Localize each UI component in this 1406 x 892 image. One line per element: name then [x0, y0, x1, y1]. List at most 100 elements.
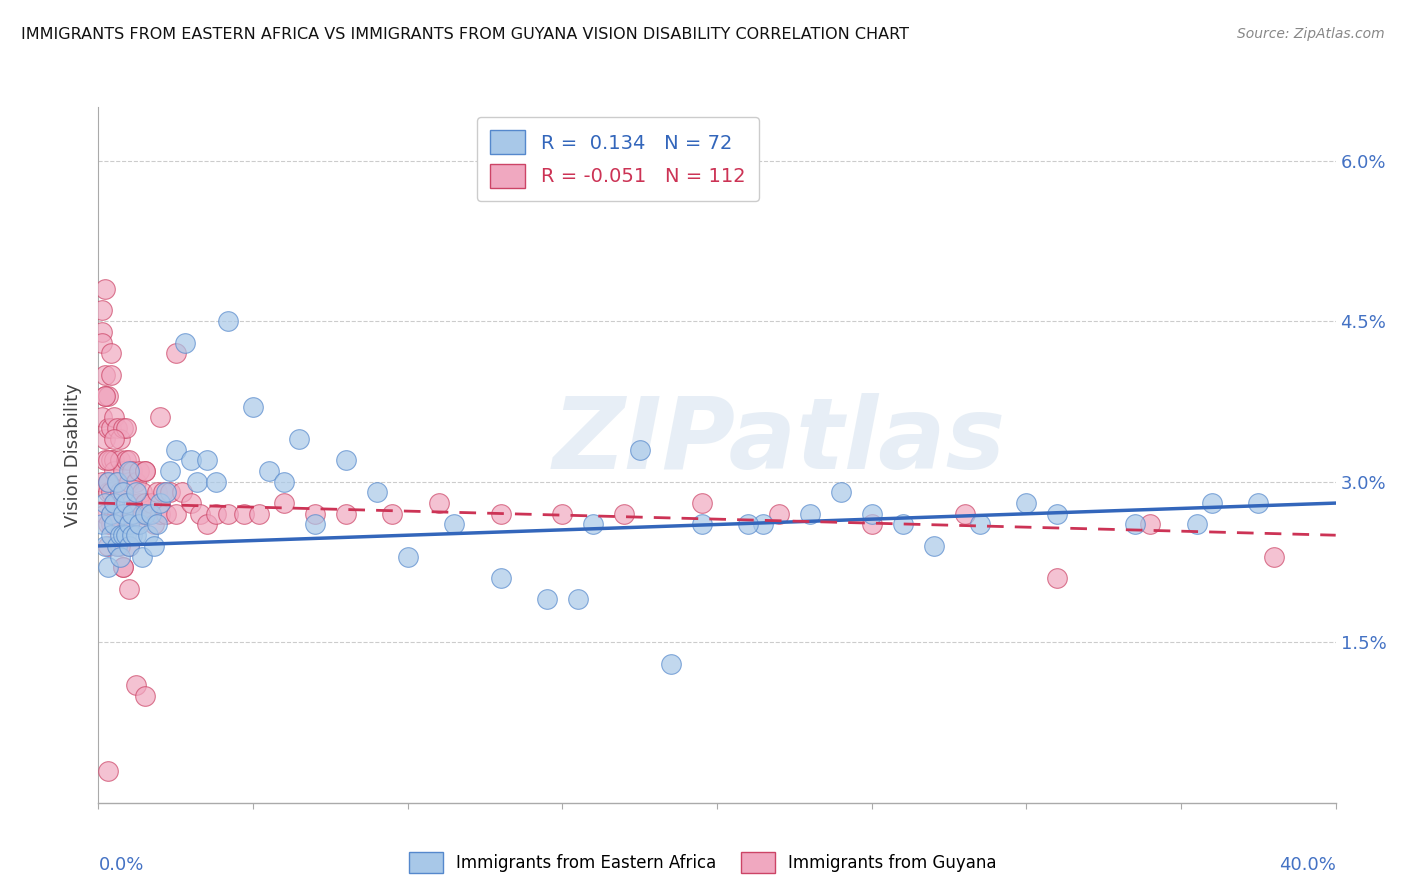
Point [860, 507, 883, 521]
Point [105, 475, 128, 489]
Point [134, 507, 156, 521]
Point [180, 496, 202, 510]
Point [427, 496, 450, 510]
Point [536, 592, 558, 607]
Point [134, 464, 156, 478]
Point [97, 485, 120, 500]
Point [90, 335, 112, 350]
Point [257, 464, 280, 478]
Point [93, 507, 115, 521]
Point [105, 539, 128, 553]
Point [953, 507, 976, 521]
Point [97, 517, 120, 532]
Point [121, 496, 143, 510]
Point [103, 464, 125, 478]
Point [118, 464, 141, 478]
Point [139, 496, 162, 510]
Point [124, 475, 146, 489]
Point [195, 517, 218, 532]
Point [159, 464, 181, 478]
Point [108, 453, 131, 467]
Point [273, 475, 295, 489]
Text: 0.0%: 0.0% [98, 856, 143, 874]
Point [100, 368, 122, 382]
Point [288, 432, 311, 446]
Point [121, 507, 143, 521]
Point [195, 453, 218, 467]
Point [567, 592, 589, 607]
Point [118, 475, 141, 489]
Point [768, 507, 790, 521]
Point [180, 453, 202, 467]
Point [155, 485, 177, 500]
Point [100, 346, 122, 360]
Point [1263, 549, 1285, 564]
Point [118, 453, 141, 467]
Point [108, 549, 131, 564]
Point [103, 410, 125, 425]
Point [1139, 517, 1161, 532]
Point [105, 496, 128, 510]
Point [1046, 571, 1069, 585]
Point [366, 485, 388, 500]
Point [97, 475, 120, 489]
Legend: R =  0.134   N = 72, R = -0.051   N = 112: R = 0.134 N = 72, R = -0.051 N = 112 [477, 117, 759, 202]
Point [149, 507, 172, 521]
Point [628, 442, 651, 457]
Point [115, 496, 138, 510]
Point [381, 507, 404, 521]
Point [128, 496, 150, 510]
Point [891, 517, 914, 532]
Point [582, 517, 605, 532]
Point [186, 475, 208, 489]
Point [93, 496, 115, 510]
Point [108, 539, 131, 553]
Point [489, 571, 512, 585]
Point [690, 496, 713, 510]
Point [830, 485, 852, 500]
Point [112, 485, 135, 500]
Point [103, 432, 125, 446]
Point [752, 517, 775, 532]
Point [1015, 496, 1038, 510]
Point [93, 432, 115, 446]
Point [170, 485, 193, 500]
Point [112, 560, 135, 574]
Point [217, 507, 239, 521]
Point [124, 517, 146, 532]
Point [93, 368, 115, 382]
Point [232, 507, 254, 521]
Point [112, 464, 135, 478]
Point [1123, 517, 1146, 532]
Point [1201, 496, 1223, 510]
Point [489, 507, 512, 521]
Point [121, 507, 143, 521]
Point [304, 517, 326, 532]
Point [100, 507, 122, 521]
Point [93, 389, 115, 403]
Point [128, 464, 150, 478]
Point [100, 485, 122, 500]
Point [136, 507, 159, 521]
Point [146, 485, 169, 500]
Point [108, 528, 131, 542]
Legend: Immigrants from Eastern Africa, Immigrants from Guyana: Immigrants from Eastern Africa, Immigran… [402, 846, 1004, 880]
Point [108, 432, 131, 446]
Point [335, 453, 357, 467]
Point [799, 507, 821, 521]
Point [613, 507, 636, 521]
Point [1247, 496, 1270, 510]
Point [97, 539, 120, 553]
Point [90, 325, 112, 339]
Point [105, 507, 128, 521]
Text: 40.0%: 40.0% [1279, 856, 1336, 874]
Point [659, 657, 682, 671]
Point [118, 517, 141, 532]
Point [131, 507, 153, 521]
Point [108, 485, 131, 500]
Point [242, 400, 264, 414]
Point [131, 549, 153, 564]
Point [115, 421, 138, 435]
Point [100, 453, 122, 467]
Point [121, 528, 143, 542]
